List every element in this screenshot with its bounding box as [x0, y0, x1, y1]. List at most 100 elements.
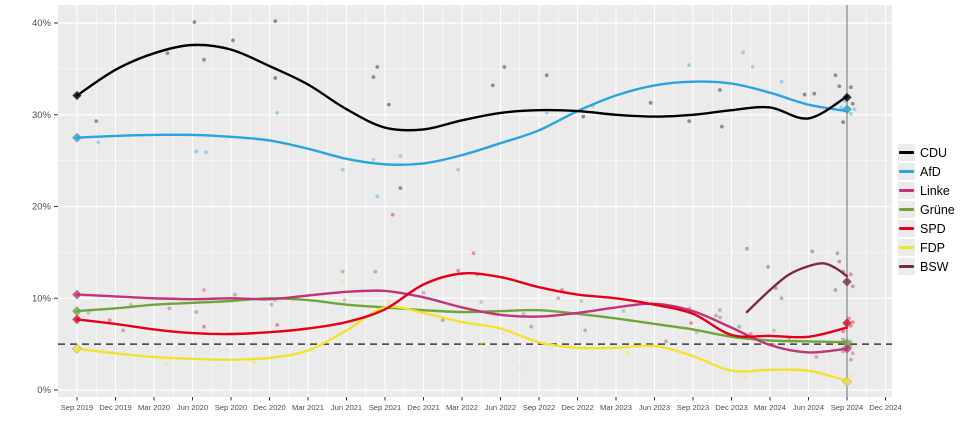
poll-dot-gr-ne: [521, 311, 526, 316]
poll-dot-cdu: [848, 85, 853, 90]
poll-dot-cdu: [94, 119, 99, 124]
election-result-diamond-fdp: [842, 376, 852, 387]
poll-dot-afd: [375, 194, 380, 199]
poll-dot-cdu: [202, 57, 206, 62]
x-axis-label: Dec 2021: [407, 403, 440, 412]
poll-dot-afd: [750, 65, 755, 69]
poll-dot-gr-ne: [479, 300, 484, 304]
poll-dot-gr-ne: [86, 311, 91, 315]
legend-item-cdu: CDU: [898, 144, 955, 161]
x-axis-label: Mar 2021: [292, 403, 324, 412]
legend-key-gr-ne: [898, 201, 915, 218]
poll-dot-gr-ne: [621, 309, 626, 313]
legend-item-gr-ne: Grüne: [898, 201, 955, 218]
poll-dot-linke: [202, 288, 206, 292]
poll-dot-other-polls: [529, 324, 534, 329]
poll-dot-cdu: [273, 19, 278, 24]
poll-dot-bsw: [850, 284, 855, 289]
poll-dot-afd: [852, 107, 857, 112]
election-result-diamond-bsw: [842, 276, 852, 287]
legend-label-gr-ne: Grüne: [920, 202, 955, 217]
trend-line-bsw: [745, 262, 849, 314]
poll-dot-linke: [232, 292, 237, 297]
poll-dot-fdp: [848, 374, 853, 379]
legend-label-spd: SPD: [920, 221, 946, 236]
x-axis-label: Mar 2024: [754, 403, 786, 412]
poll-dot-cdu: [841, 120, 846, 124]
trend-line-spd: [75, 272, 849, 339]
y-axis-label: 30%: [32, 110, 52, 121]
poll-dot-afd: [779, 79, 784, 84]
poll-dot-linke: [340, 269, 345, 274]
election-result-diamond-linke: [842, 343, 852, 354]
election-result-diamond-cdu: [72, 90, 82, 101]
poll-dot-bsw: [766, 265, 770, 269]
poll-dot-other-polls: [737, 324, 742, 329]
legend-key-spd: [898, 220, 915, 237]
legend-label-bsw: BSW: [920, 259, 949, 274]
poll-dot-cdu: [812, 91, 817, 96]
poll-dot-other-polls: [583, 328, 588, 333]
poll-dot-afd: [204, 150, 208, 155]
poll-dot-fdp: [163, 361, 168, 366]
poll-dot-cdu: [192, 20, 197, 24]
x-axis-label: Jun 2022: [485, 403, 516, 412]
poll-dot-cdu: [165, 51, 170, 56]
poll-dot-linke: [718, 308, 722, 313]
poll-dot-cdu: [386, 102, 391, 107]
x-axis-label: Dec 2023: [715, 403, 748, 412]
election-result-diamond-cdu: [842, 92, 852, 103]
legend-swatch-cdu: [899, 151, 914, 154]
poll-dot-afd: [275, 111, 280, 115]
legend-label-afd: AfD: [920, 164, 941, 179]
poll-dot-linke: [269, 302, 274, 307]
poll-dot-cdu: [833, 73, 838, 78]
legend-swatch-linke: [899, 189, 914, 192]
poll-dot-spd: [748, 332, 753, 336]
poll-dot-cdu: [718, 88, 722, 92]
poll-dot-afd: [456, 167, 461, 172]
election-result-diamond-spd: [842, 318, 852, 328]
legend-item-spd: SPD: [898, 220, 955, 237]
poll-dot-spd: [456, 268, 461, 273]
trend-line-linke: [75, 289, 849, 354]
poll-dot-linke: [814, 355, 819, 359]
x-axis-label: Dec 2019: [99, 403, 132, 412]
poll-dot-cdu: [231, 38, 235, 43]
poll-dot-spd: [689, 321, 693, 325]
poll-dot-cdu: [837, 84, 842, 89]
poll-dot-linke: [556, 296, 561, 301]
poll-dot-cdu: [490, 83, 495, 88]
poll-dot-cdu: [502, 65, 507, 69]
x-axis-label: Jun 2021: [331, 403, 362, 412]
poll-dot-fdp: [386, 300, 391, 304]
poll-dot-afd: [371, 157, 376, 162]
legend-item-linke: Linke: [898, 182, 955, 199]
poll-dot-spd: [390, 212, 395, 217]
poll-dot-cdu: [802, 92, 807, 97]
x-axis-label: Dec 2022: [561, 403, 594, 412]
y-axis-label: 20%: [32, 202, 52, 213]
trend-line-fdp: [75, 305, 849, 382]
poll-dot-other-polls: [841, 337, 846, 342]
legend-key-cdu: [898, 144, 915, 161]
legend-swatch-afd: [899, 170, 914, 173]
legend-item-bsw: BSW: [898, 258, 955, 275]
x-axis-label: Sep 2024: [831, 403, 864, 412]
poll-dot-linke: [421, 290, 426, 295]
x-axis-label: Sep 2021: [369, 403, 402, 412]
poll-dot-other-polls: [664, 339, 668, 344]
poll-dot-gr-ne: [579, 299, 584, 303]
poll-dot-other-polls: [373, 269, 378, 274]
x-axis-label: Jun 2020: [177, 403, 208, 412]
poll-dot-linke: [167, 306, 172, 311]
poll-dot-other-polls: [847, 344, 851, 349]
poll-dot-other-polls: [718, 315, 722, 320]
x-axis-label: Sep 2022: [523, 403, 556, 412]
legend-item-afd: AfD: [898, 163, 955, 180]
x-axis-label: Jun 2023: [639, 403, 670, 412]
poll-dot-cdu: [850, 101, 855, 106]
poll-dot-other-polls: [440, 318, 445, 323]
poll-dot-spd: [275, 322, 280, 327]
